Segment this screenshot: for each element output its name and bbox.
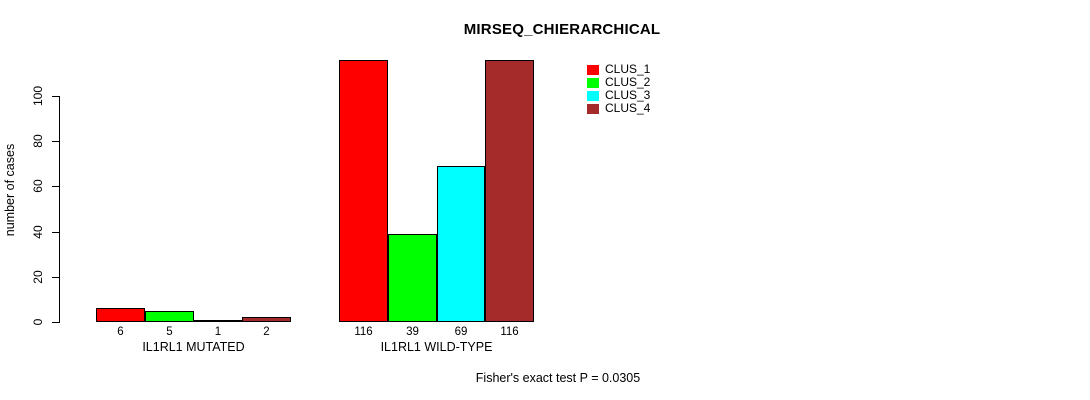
bar-clus_2-1 xyxy=(145,311,194,322)
bar-clus_1-2 xyxy=(339,60,388,322)
y-axis-tick-label: 0 xyxy=(31,318,45,326)
legend-item-clus_2: CLUS_2 xyxy=(587,76,650,89)
category-label: IL1RL1 MUTATED xyxy=(142,340,245,354)
y-axis-tick xyxy=(52,186,59,187)
legend-label: CLUS_3 xyxy=(605,88,651,102)
bar-value-label: 6 xyxy=(117,326,124,338)
bar-clus_1-1 xyxy=(96,308,145,322)
y-axis-tick xyxy=(52,232,59,233)
y-axis-tick xyxy=(52,141,59,142)
legend-swatch-clus_4 xyxy=(587,103,599,114)
y-axis-tick-label: 40 xyxy=(31,225,45,239)
bar-clus_4-1 xyxy=(242,317,291,322)
legend-swatch-clus_3 xyxy=(587,90,599,101)
chart-title: MIRSEQ_CHIERARCHICAL xyxy=(463,21,661,38)
legend-swatch-clus_2 xyxy=(587,77,599,88)
bar-clus_4-2 xyxy=(485,60,534,322)
y-axis-tick-label: 80 xyxy=(31,134,45,148)
bar-value-label: 5 xyxy=(166,326,173,338)
legend-item-clus_1: CLUS_1 xyxy=(587,63,650,76)
legend-item-clus_3: CLUS_3 xyxy=(587,89,650,102)
y-axis-tick-label: 60 xyxy=(31,179,45,193)
category-label: IL1RL1 WILD-TYPE xyxy=(380,340,493,354)
y-axis-tick xyxy=(52,277,59,278)
legend-item-clus_4: CLUS_4 xyxy=(587,102,650,115)
y-axis-tick-label: 20 xyxy=(31,270,45,284)
legend: CLUS_1 CLUS_2 CLUS_3 CLUS_4 xyxy=(587,63,650,115)
annotation-text: Fisher's exact test P = 0.0305 xyxy=(475,371,641,385)
bar-value-label: 2 xyxy=(263,326,270,338)
bar-value-label: 39 xyxy=(406,326,419,338)
legend-swatch-clus_1 xyxy=(587,64,599,75)
y-axis-label: number of cases xyxy=(3,143,17,237)
bar-value-label: 116 xyxy=(500,326,519,338)
legend-label: CLUS_1 xyxy=(605,62,651,76)
bar-clus_2-2 xyxy=(388,234,437,322)
bar-clus_3-1 xyxy=(194,320,242,322)
y-axis-tick-label: 100 xyxy=(31,85,45,107)
y-axis-line xyxy=(59,96,60,323)
legend-label: CLUS_2 xyxy=(605,75,651,89)
legend-label: CLUS_4 xyxy=(605,101,651,115)
bar-value-label: 116 xyxy=(354,326,373,338)
bar-value-label: 1 xyxy=(214,326,222,338)
bar-clus_3-2 xyxy=(437,166,485,322)
y-axis-tick xyxy=(52,96,59,97)
y-axis-tick xyxy=(52,322,59,323)
bar-value-label: 69 xyxy=(454,326,468,338)
